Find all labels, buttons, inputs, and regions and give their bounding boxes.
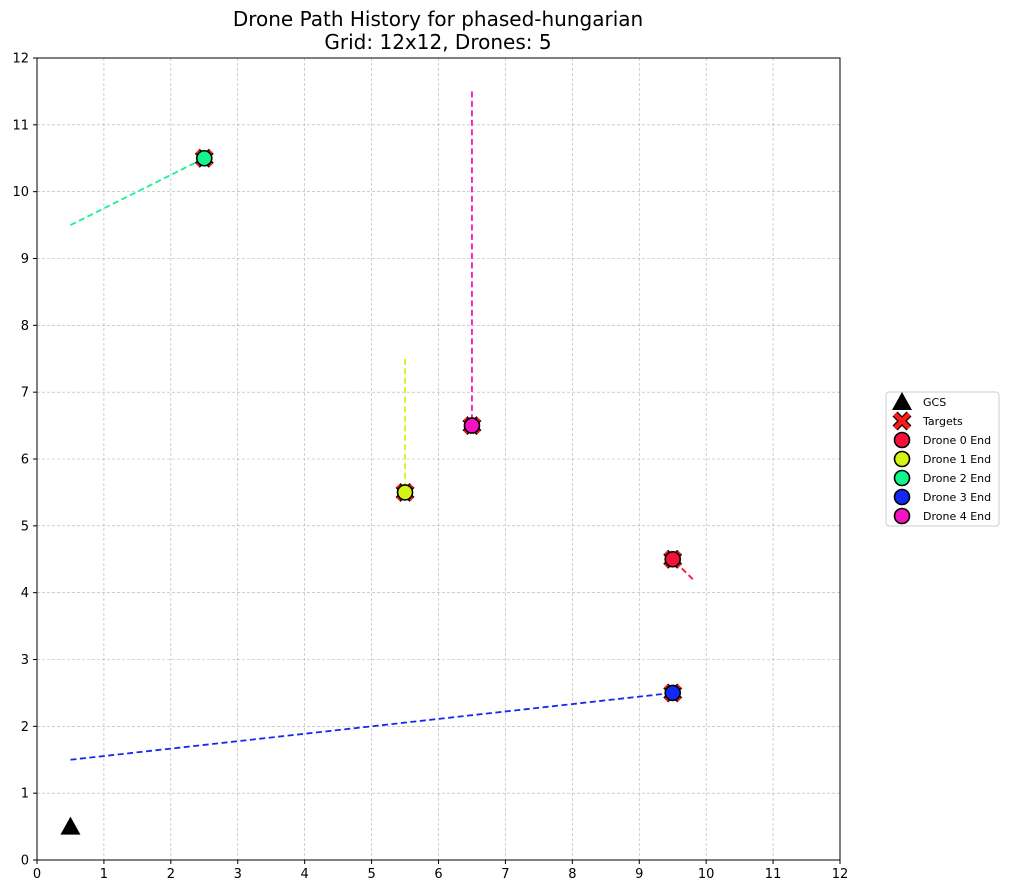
plot-markers [60, 148, 683, 835]
legend-box [885, 391, 1000, 527]
legend-drone-icon [893, 469, 911, 487]
y-tick-label: 2 [21, 720, 29, 735]
chart-subtitle: Grid: 12x12, Drones: 5 [324, 30, 551, 54]
legend-label: Drone 0 End [923, 434, 991, 447]
x-tick-label: 7 [501, 867, 509, 882]
y-tick-label: 6 [21, 453, 29, 468]
drone-end-marker [195, 149, 213, 167]
x-tick-label: 3 [234, 867, 242, 882]
gcs-marker [60, 816, 81, 835]
legend-label: Drone 4 End [923, 510, 991, 523]
legend-label: Drone 1 End [923, 453, 991, 466]
legend-label: Targets [922, 415, 963, 428]
legend-drone-icon [893, 431, 911, 449]
legend-drone-icon [893, 507, 911, 525]
grid-lines [36, 57, 841, 861]
legend-gcs-icon [892, 392, 912, 410]
drone-path-line [70, 157, 205, 226]
target-x-fill [893, 412, 911, 430]
x-tick-label: 9 [635, 867, 643, 882]
legend-label: Drone 2 End [923, 472, 991, 485]
y-tick-label: 11 [12, 118, 29, 133]
legend-drone-icon [893, 488, 911, 506]
legend-label: GCS [923, 396, 946, 409]
y-tick-label: 1 [21, 787, 29, 802]
x-tick-label: 0 [33, 867, 41, 882]
drone-paths [70, 91, 694, 761]
x-tick-label: 1 [100, 867, 108, 882]
x-tick-label: 10 [698, 867, 715, 882]
x-tick-label: 5 [367, 867, 375, 882]
chart-title: Drone Path History for phased-hungarian [233, 7, 643, 31]
legend-label: Drone 3 End [923, 491, 991, 504]
y-tick-label: 9 [21, 252, 29, 267]
y-tick-label: 0 [21, 854, 29, 869]
drone-path-line [70, 692, 673, 761]
drone-end-marker [664, 684, 682, 702]
y-tick-label: 3 [21, 653, 29, 668]
x-tick-label: 12 [832, 867, 849, 882]
drone-end-marker [463, 417, 481, 434]
x-tick-label: 11 [765, 867, 782, 882]
legend-target-icon [892, 411, 912, 431]
x-tick-label: 6 [434, 867, 442, 882]
x-tick-label: 8 [568, 867, 576, 882]
legend: GCS Targets Drone 0 End Drone 1 End Drone 2 … [885, 391, 1000, 527]
y-tick-label: 8 [21, 319, 29, 334]
y-tick-label: 7 [21, 386, 29, 401]
y-tick-label: 12 [12, 52, 29, 67]
x-tick-label: 4 [301, 867, 309, 882]
drone-end-marker [664, 550, 682, 568]
drone-end-marker [396, 484, 414, 501]
legend-drone-icon [893, 450, 911, 468]
y-tick-label: 4 [21, 586, 29, 601]
x-tick-label: 2 [167, 867, 175, 882]
y-tick-label: 5 [21, 519, 29, 534]
y-tick-label: 10 [12, 185, 29, 200]
